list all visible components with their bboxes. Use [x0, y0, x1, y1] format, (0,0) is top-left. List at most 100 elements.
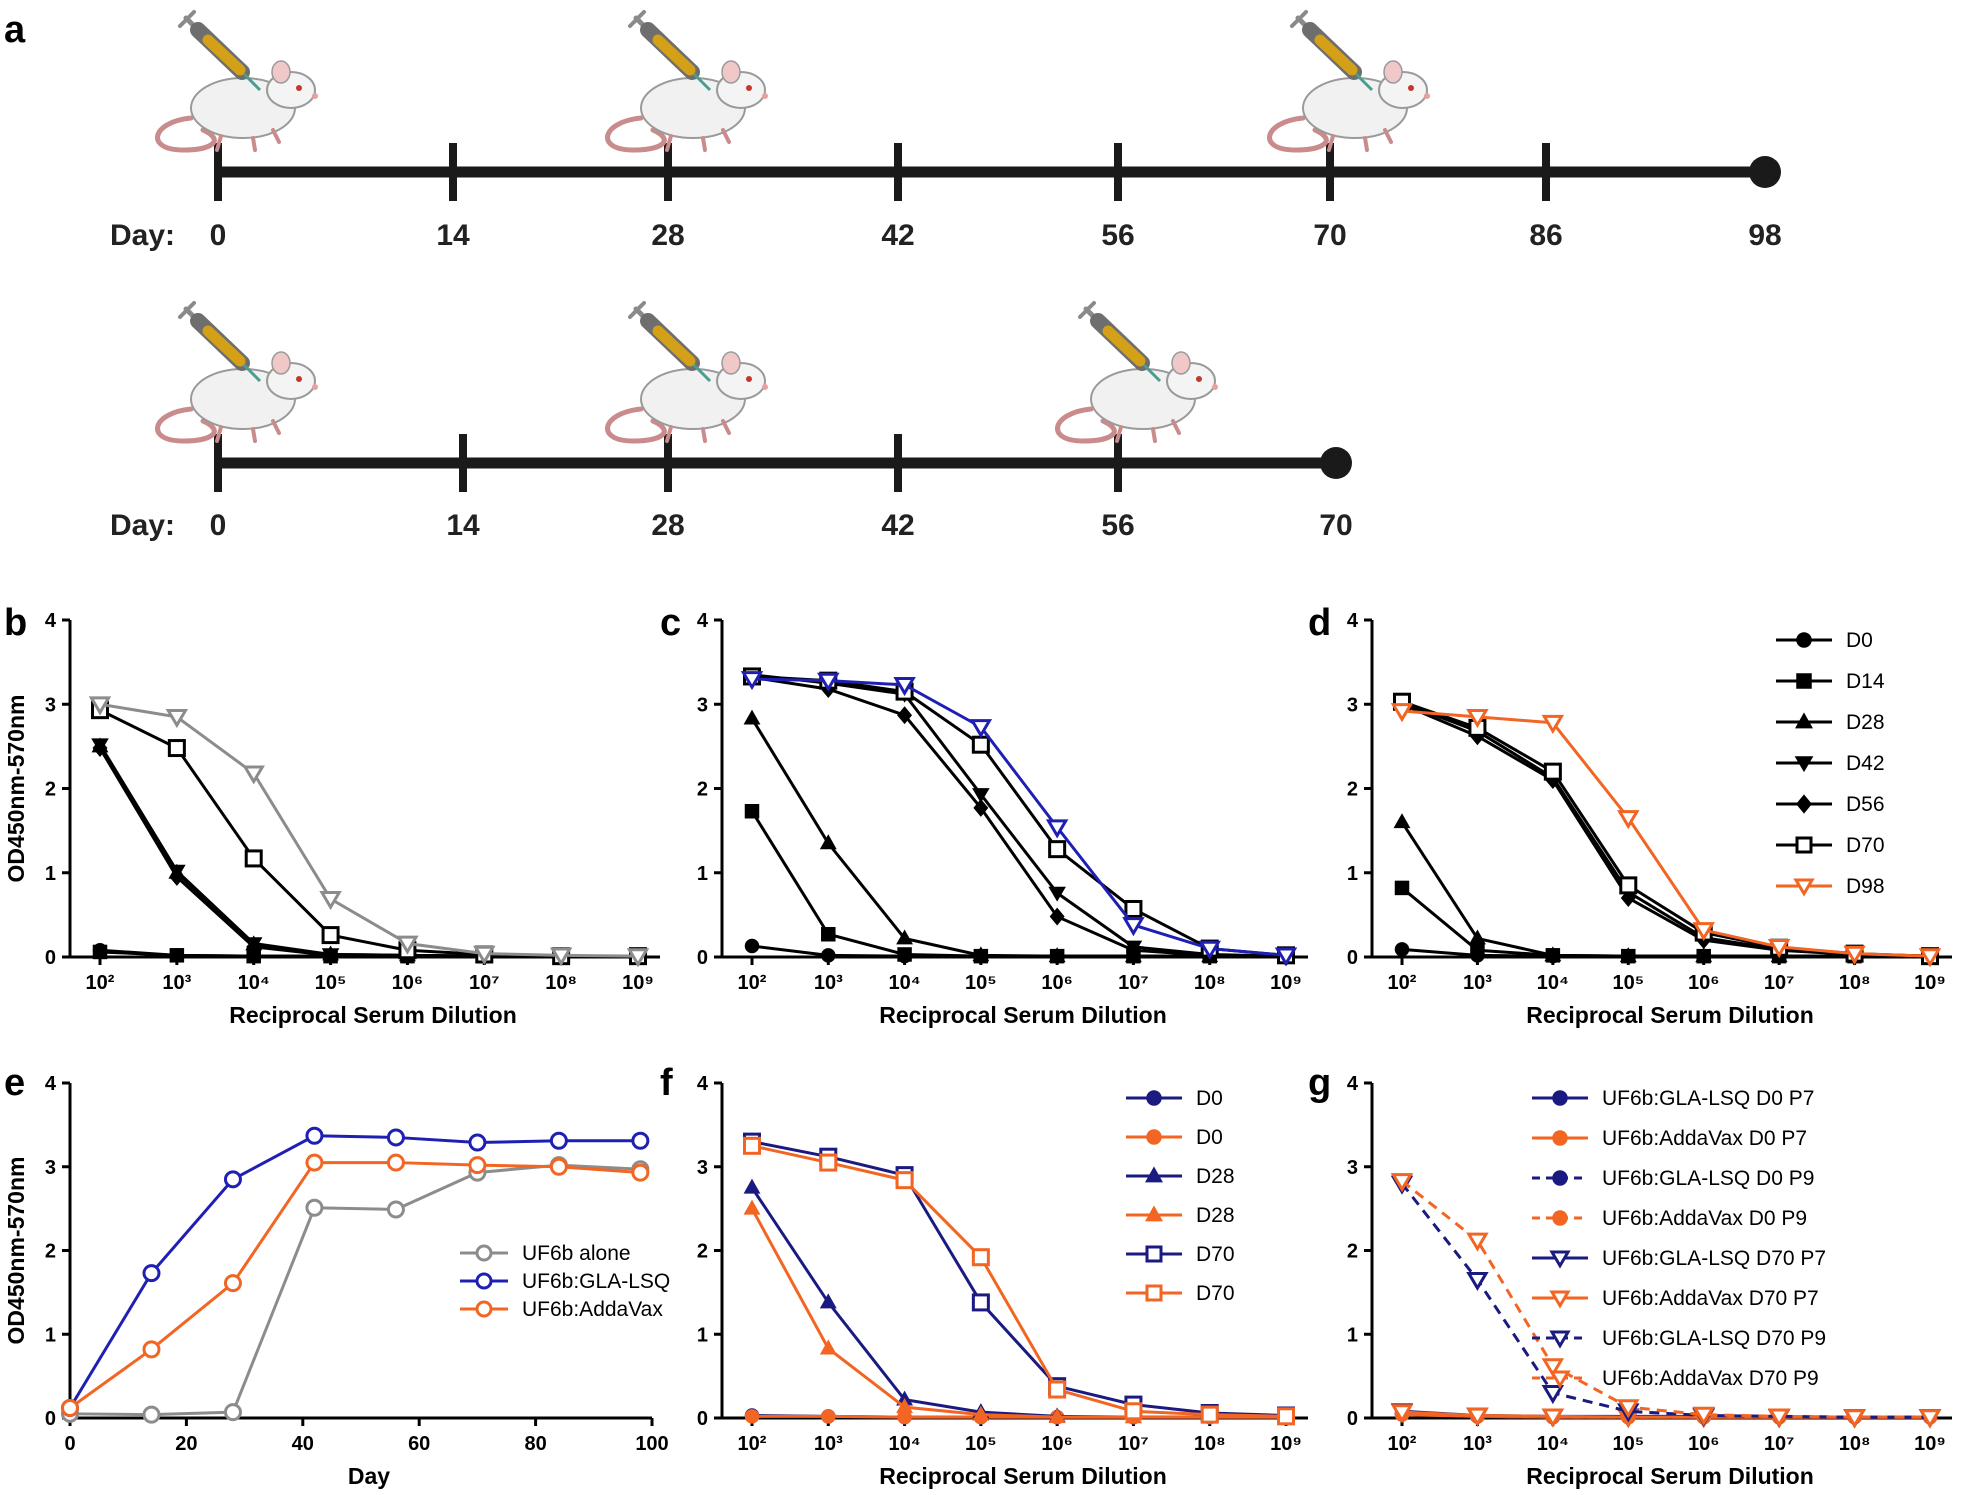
series-line	[1401, 1179, 1930, 1419]
y-tick-label: 1	[45, 1324, 56, 1346]
data-point	[897, 947, 912, 962]
series-6	[740, 671, 1298, 967]
data-point	[972, 1405, 990, 1421]
series-2	[743, 709, 1295, 963]
data-point	[549, 1131, 568, 1150]
x-tick-label: 10³	[162, 972, 191, 994]
data-point	[305, 1198, 324, 1217]
data-point	[1198, 940, 1221, 960]
injection-group	[1058, 303, 1218, 441]
data-point	[1048, 886, 1066, 902]
data-point	[1549, 1370, 1571, 1389]
data-point	[323, 946, 339, 965]
data-point	[971, 1248, 990, 1267]
data-point	[1793, 878, 1815, 897]
syringe-icon	[630, 12, 710, 90]
data-point	[1552, 1130, 1568, 1146]
data-point	[819, 1153, 838, 1172]
data-point	[223, 1170, 242, 1189]
data-point	[1466, 1407, 1489, 1427]
data-point	[169, 948, 185, 963]
legend-label: UF6b:AddaVax D70 P7	[1602, 1287, 1819, 1310]
timeline-day-14: 14	[446, 509, 480, 542]
data-point	[1466, 1271, 1489, 1292]
legend-label: UF6b:GLA-LSQ D70 P7	[1602, 1247, 1826, 1270]
data-point	[1122, 917, 1145, 937]
series-4	[92, 739, 646, 966]
data-point	[1695, 947, 1713, 963]
y-tick-label: 3	[697, 694, 708, 716]
data-point	[1541, 1408, 1565, 1428]
data-point	[1795, 836, 1813, 854]
data-point	[743, 1136, 761, 1155]
data-point	[1795, 712, 1813, 729]
y-tick-label: 2	[1347, 779, 1358, 801]
x-tick-label: 10⁸	[1839, 972, 1871, 994]
timeline-day-70: 70	[1319, 509, 1352, 542]
data-point	[626, 948, 650, 968]
x-tick-label: 10⁸	[1194, 972, 1226, 994]
data-point	[321, 926, 340, 945]
x-axis-title: Reciprocal Serum Dilution	[879, 1002, 1167, 1028]
x-tick-label: 10⁴	[1537, 972, 1569, 994]
data-point	[92, 739, 108, 758]
panel-letter-d: d	[1308, 602, 1331, 644]
data-point	[1390, 1173, 1414, 1193]
data-point	[1146, 1090, 1162, 1106]
legend-g: UF6b:GLA-LSQ D0 P7 UF6b:AddaVax D0 P7 UF6b…	[1532, 1087, 1826, 1390]
data-point	[1146, 1129, 1162, 1145]
data-point	[386, 1200, 405, 1219]
timeline-day-28: 28	[651, 509, 684, 542]
data-point	[223, 1403, 242, 1422]
data-point	[305, 1126, 324, 1145]
x-tick-label: 10²	[1388, 972, 1417, 994]
x-tick-label: 10⁴	[889, 972, 921, 994]
legend-label: D70	[1196, 1282, 1235, 1305]
x-tick-label: 10⁷	[1118, 972, 1149, 994]
x-tick-label: 10⁸	[1194, 1433, 1226, 1455]
data-point	[743, 1178, 761, 1194]
y-tick-label: 2	[1347, 1241, 1358, 1263]
data-point	[1549, 1250, 1571, 1269]
injection-group	[608, 12, 768, 150]
series-d28	[743, 1199, 1295, 1424]
series-3	[91, 738, 647, 965]
timeline-end-dot	[1749, 156, 1781, 188]
legend-label: D0	[1196, 1087, 1223, 1110]
y-tick-label: 1	[1347, 1324, 1358, 1346]
timeline-1: Day: 0 14 28 42 56 70 86 98	[110, 12, 1782, 252]
y-tick-label: 4	[45, 610, 57, 632]
data-point	[1125, 941, 1141, 960]
legend-label: UF6b:GLA-LSQ D0 P9	[1602, 1167, 1814, 1190]
syringe-icon	[180, 12, 260, 90]
data-point	[1767, 1408, 1791, 1428]
data-point	[1470, 943, 1485, 958]
series-3	[743, 668, 1295, 965]
series-line	[1400, 1182, 1930, 1419]
legend-label: D98	[1846, 875, 1885, 898]
data-point	[92, 944, 108, 960]
series-5	[743, 667, 1295, 965]
data-point	[1692, 1406, 1715, 1426]
injection-group	[158, 303, 318, 441]
legend-label: D28	[1196, 1204, 1235, 1227]
data-point	[972, 788, 990, 804]
data-point	[473, 945, 496, 965]
y-tick-label: 4	[45, 1073, 57, 1095]
data-point	[743, 1199, 761, 1215]
x-tick-label: 40	[292, 1433, 314, 1455]
series-d70	[1393, 692, 1939, 966]
data-point	[1843, 1409, 1866, 1429]
x-tick-label: 10⁴	[889, 1433, 921, 1455]
y-tick-label: 0	[1347, 947, 1358, 969]
y-tick-label: 4	[697, 1073, 709, 1095]
x-tick-label: 80	[524, 1433, 546, 1455]
data-point	[1552, 1170, 1568, 1186]
panel-letter-g: g	[1308, 1062, 1331, 1104]
timeline-day-0: 0	[210, 219, 227, 252]
timeline-day-42: 42	[881, 219, 914, 252]
data-point	[971, 1293, 990, 1312]
series-line	[751, 677, 1287, 957]
data-point	[319, 890, 342, 911]
data-point	[740, 671, 764, 691]
